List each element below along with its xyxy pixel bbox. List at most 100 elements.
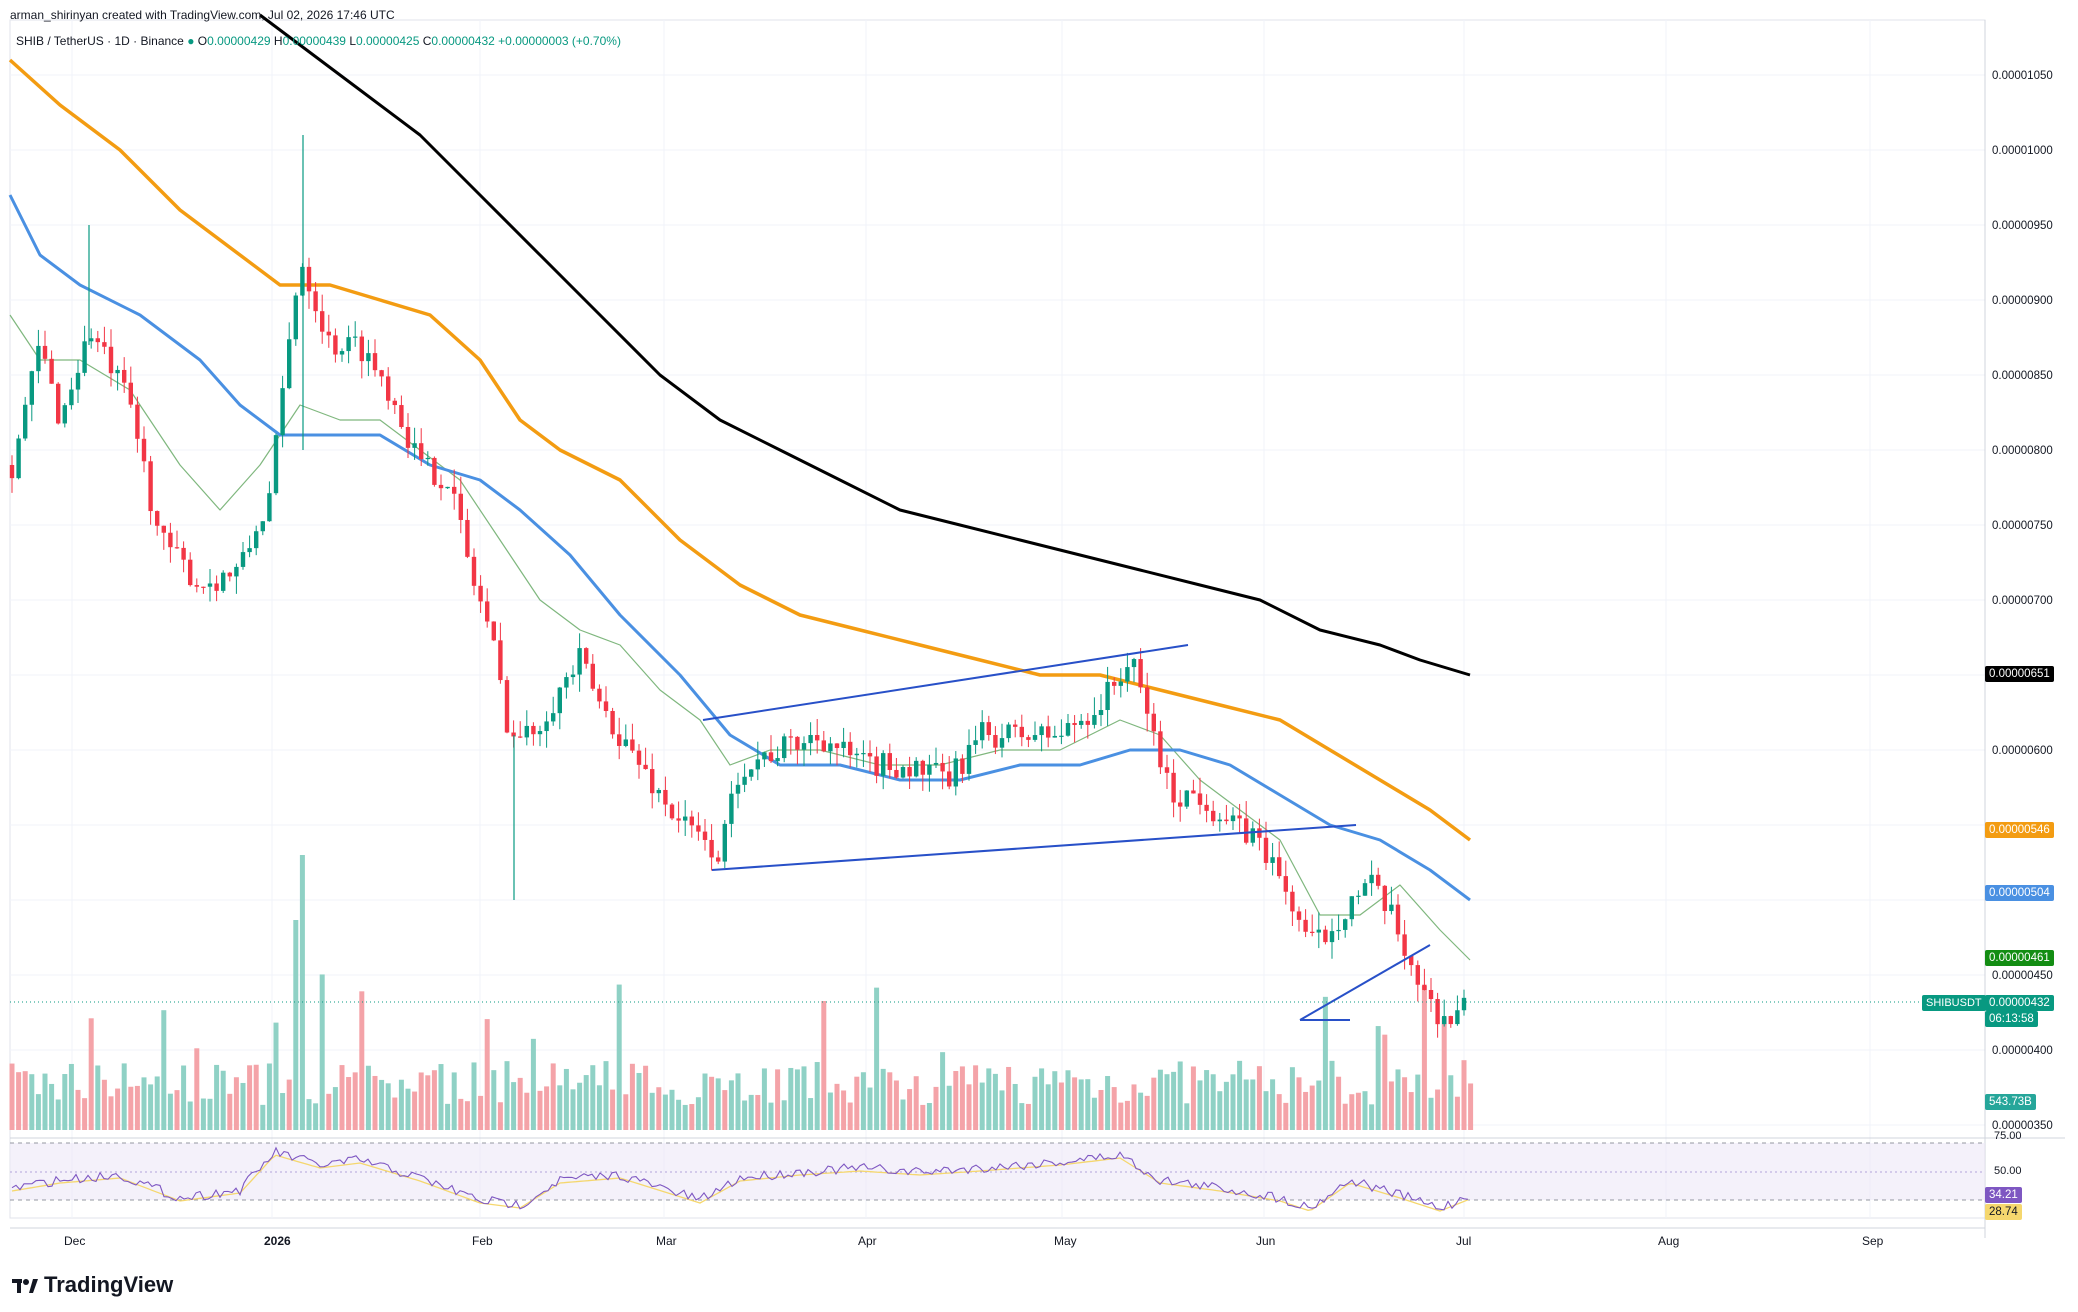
candle-body [128, 382, 133, 405]
volume-bar [128, 1086, 134, 1130]
candle-body [201, 586, 206, 588]
volume-bar [425, 1075, 431, 1130]
candle-body [23, 404, 28, 439]
volume-bar [1395, 1069, 1401, 1130]
volume-bar [1270, 1079, 1276, 1130]
rsi-line [11, 1146, 1469, 1211]
candle-body [617, 734, 622, 746]
volume-bar [1217, 1091, 1223, 1130]
volume-bar [326, 1093, 332, 1130]
volume-bar [874, 987, 880, 1130]
ma20-line [9, 314, 1471, 961]
candle-body [366, 353, 371, 362]
volume-bar [596, 1085, 602, 1130]
candle-body [1211, 810, 1216, 822]
volume-bar [1408, 1092, 1414, 1130]
candle-body [610, 710, 615, 735]
candle-body [9, 465, 15, 479]
volume-bar [385, 1083, 391, 1130]
volume-bar [1157, 1069, 1163, 1130]
volume-bar [332, 1087, 338, 1130]
volume-bar [794, 1069, 800, 1130]
candle-body [1224, 819, 1229, 822]
volume-bar [227, 1093, 233, 1130]
volume-bar [1164, 1074, 1170, 1130]
volume-bar [887, 1072, 893, 1130]
candle-body [326, 331, 331, 336]
candle-body [537, 731, 543, 735]
volume-bar [814, 1062, 820, 1130]
candle-body [458, 493, 463, 520]
last-price-tag: 0.00000432 [1985, 995, 2054, 1011]
candle-body [1059, 735, 1064, 737]
candle-body [273, 435, 279, 494]
volume-bar [946, 1085, 952, 1130]
candle-body [372, 353, 378, 371]
volume-bar [35, 1094, 41, 1130]
candle-body [49, 358, 54, 384]
open-value: 0.00000429 [207, 34, 271, 48]
candle-body [1184, 790, 1189, 807]
volume-bar [458, 1098, 464, 1130]
candle-body [1098, 710, 1104, 716]
time-label: Apr [858, 1234, 877, 1248]
volume-bar [768, 1102, 774, 1130]
candle-body [247, 548, 252, 553]
volume-bar [214, 1064, 220, 1130]
volume-bar [101, 1079, 107, 1130]
candle-body [702, 831, 708, 840]
candle-body [399, 405, 404, 427]
volume-bar [1111, 1087, 1117, 1130]
volume-bar [1448, 1075, 1454, 1130]
volume-bar [220, 1070, 226, 1130]
candle-body [709, 839, 714, 858]
volume-bar [372, 1075, 378, 1130]
volume-bar [1289, 1067, 1295, 1130]
candle-body [115, 369, 120, 374]
price-tick: 0.00000850 [1992, 370, 2053, 382]
volume-bar [471, 1062, 477, 1130]
candle-body [557, 687, 562, 714]
candle-body [808, 735, 813, 744]
volume-bar [1171, 1071, 1177, 1130]
volume-bar [669, 1089, 675, 1130]
tradingview-logo[interactable]: TradingView [12, 1272, 173, 1298]
volume-bar [1085, 1079, 1091, 1130]
candle-body [267, 493, 272, 522]
candle-body [636, 750, 642, 765]
candle-body [603, 701, 609, 711]
candle-body [438, 484, 444, 489]
candle-body [1006, 724, 1011, 739]
trendline [1299, 944, 1431, 1021]
volume-bar [854, 1076, 860, 1130]
candle-body [1263, 837, 1269, 863]
candle-body [630, 739, 635, 751]
volume-bar [1105, 1076, 1111, 1130]
volume-bar [1006, 1066, 1012, 1130]
candle-body [815, 735, 820, 741]
candle-body [953, 758, 958, 787]
volume-bar [1210, 1074, 1216, 1130]
volume-bar [1369, 1104, 1375, 1130]
candle-body [1362, 883, 1368, 896]
candle-body [108, 346, 114, 374]
candle-body [1376, 874, 1381, 886]
candle-body [518, 736, 523, 738]
candle-body [1356, 895, 1361, 897]
volume-bar [689, 1104, 695, 1130]
candle-body [287, 339, 292, 389]
candle-body [782, 736, 787, 759]
time-label: Jun [1256, 1234, 1276, 1248]
candle-body [89, 338, 94, 342]
symbol-name[interactable]: SHIB / TetherUS · 1D · Binance [16, 34, 184, 48]
volume-bar [1336, 1076, 1342, 1130]
candle-body [155, 511, 160, 526]
volume-bar [1415, 1074, 1421, 1130]
candle-body [1277, 857, 1282, 877]
candle-body [1349, 896, 1354, 920]
candle-body [1131, 659, 1137, 668]
candle-body [933, 762, 939, 765]
time-label: Mar [656, 1234, 677, 1248]
volume-bar [1362, 1091, 1368, 1130]
